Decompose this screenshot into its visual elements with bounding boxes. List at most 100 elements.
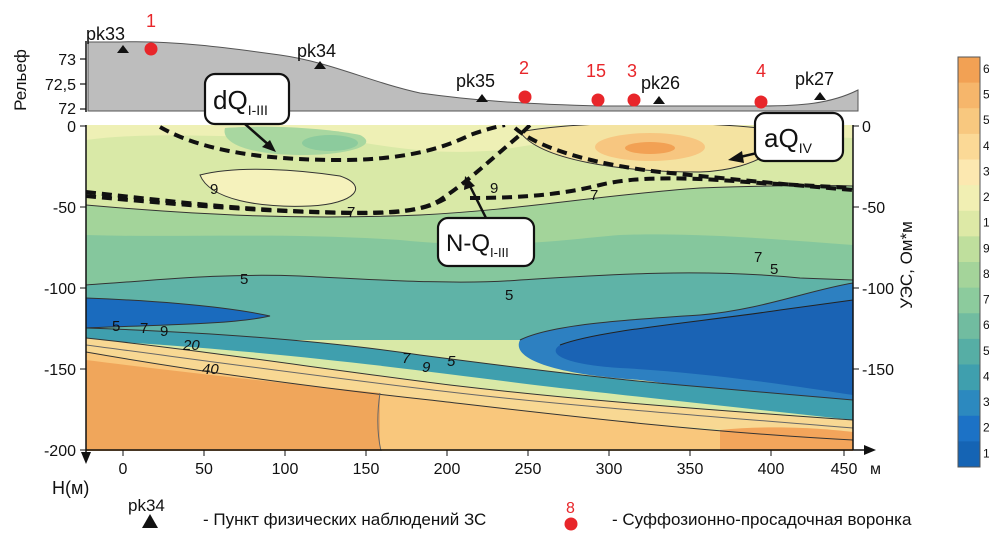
distance-tick: 100 [272, 461, 299, 478]
contour-value: 5 [240, 271, 248, 288]
relief-tick: 73 [58, 52, 76, 69]
depth-tick: -150 [44, 362, 76, 379]
depth-tick: -100 [44, 281, 76, 298]
contour-value: 9 [210, 181, 218, 198]
colorbar-swatch [958, 82, 980, 109]
colorbar-swatch [958, 185, 980, 212]
colorbar-swatches [957, 56, 981, 468]
callout-nq: N-QI-III [436, 176, 536, 268]
depth-tick: 0 [67, 119, 76, 136]
colorbar-title: УЭС, Ом*м [897, 221, 916, 309]
colorbar-label: 1 [983, 446, 989, 460]
depth-ticks-left: 0 -50 -100 -150 -200 [44, 119, 86, 460]
callout-box [436, 216, 536, 268]
observation-number: 3 [627, 61, 637, 81]
legend-picket-label: pk34 [128, 496, 165, 515]
colorbar-label: 2 [983, 190, 989, 204]
callout-aq: aQIV [728, 111, 845, 163]
contour-value: 5 [770, 261, 778, 278]
resistivity-layer [555, 300, 853, 395]
colorbar-label: 5 [983, 344, 989, 358]
distance-tick: 400 [758, 461, 785, 478]
callout-box [203, 72, 291, 126]
picket-label: pk26 [641, 73, 680, 93]
distance-tick: 200 [434, 461, 461, 478]
distance-tick: 250 [515, 461, 542, 478]
legend: pk34 - Пункт физических наблюдений ЗС 8 … [128, 496, 912, 531]
observation-number: 1 [146, 11, 156, 31]
callout-label: aQIV [764, 123, 813, 156]
contour-value: 40 [202, 361, 219, 378]
callout-label: N-QI-III [446, 230, 509, 260]
colorbar-label: 3 [983, 164, 989, 178]
colorbar-swatch [958, 364, 980, 391]
colorbar-swatch [958, 262, 980, 289]
colorbar-label: 5 [983, 88, 989, 102]
contour-value: 7 [140, 320, 148, 337]
depth-tick: -150 [862, 362, 894, 379]
contour-value: 7 [402, 350, 411, 367]
colorbar: УЭС, Ом*м 6 5 5 4 3 2 1 9 8 7 6 5 4 3 2 1 [897, 56, 989, 468]
picket-label: pk33 [86, 24, 125, 44]
colorbar-swatch [958, 133, 980, 160]
colorbar-label: 5 [983, 113, 989, 127]
contour-value: 7 [347, 204, 355, 221]
legend-sinkhole-text: - Суффозионно-просадочная воронка [612, 510, 912, 529]
contour-value: 20 [182, 337, 200, 354]
legend-observation-number: 8 [566, 500, 575, 517]
depth-tick: -200 [44, 443, 76, 460]
contour-value: 9 [160, 323, 168, 340]
observation-point [591, 93, 605, 107]
contour-value: 5 [112, 318, 120, 335]
colorbar-swatch [958, 210, 980, 237]
observation-point [518, 90, 532, 104]
distance-tick: 450 [831, 461, 858, 478]
depth-axis-arrow [81, 452, 91, 464]
relief-tick: 72,5 [45, 77, 76, 94]
contour-value: 7 [590, 187, 598, 204]
colorbar-swatch [958, 287, 980, 314]
contour-value: 7 [754, 249, 762, 266]
picket-label: pk35 [456, 71, 495, 91]
distance-tick: 150 [353, 461, 380, 478]
colorbar-swatch [958, 236, 980, 263]
relief-panel: 73 72,5 72 Рельеф pk33 pk34 pk35 pk26 pk… [11, 11, 859, 118]
relief-title: Рельеф [11, 49, 30, 111]
picket-triangle [314, 61, 326, 69]
colorbar-swatch [958, 390, 980, 417]
contour-value: 5 [447, 353, 456, 370]
distance-axis-arrow [864, 445, 876, 455]
colorbar-label: 6 [983, 318, 989, 332]
contour-value-labels: 9 7 9 7 5 5 7 5 5 7 9 20 40 7 9 5 [112, 180, 778, 378]
depth-tick: -100 [862, 281, 894, 298]
callout-box [753, 111, 845, 163]
resistivity-layer [720, 427, 853, 451]
depth-ticks-right: 0 -50 -100 -150 [853, 119, 894, 379]
observation-number: 2 [519, 58, 529, 78]
colorbar-swatch [958, 57, 980, 84]
picket-triangle [476, 94, 488, 102]
colorbar-label: 9 [983, 241, 989, 255]
picket-triangle [117, 45, 129, 53]
colorbar-label: 1 [983, 216, 989, 230]
colorbar-label: 8 [983, 267, 989, 281]
relief-tick: 72 [58, 101, 76, 118]
colorbar-border [957, 56, 981, 468]
depth-unit: Н(м) [52, 478, 89, 498]
contour-value: 5 [505, 287, 513, 304]
legend-observation-dot [564, 517, 578, 531]
section-panel: 0 -50 -100 -150 -200 0 -50 -100 -150 0 [44, 72, 894, 498]
contour-lines [86, 125, 853, 451]
observation-points: 1 2 15 3 4 [144, 11, 768, 109]
colorbar-label: 4 [983, 369, 989, 383]
colorbar-swatch [958, 415, 980, 442]
colorbar-label: 7 [983, 293, 989, 307]
observation-point [754, 95, 768, 109]
colorbar-label: 3 [983, 395, 989, 409]
contour-value: 9 [490, 180, 498, 197]
colorbar-swatch [958, 338, 980, 365]
picket-triangle [653, 96, 665, 104]
observation-number: 15 [586, 61, 606, 81]
depth-tick: 0 [862, 119, 871, 136]
